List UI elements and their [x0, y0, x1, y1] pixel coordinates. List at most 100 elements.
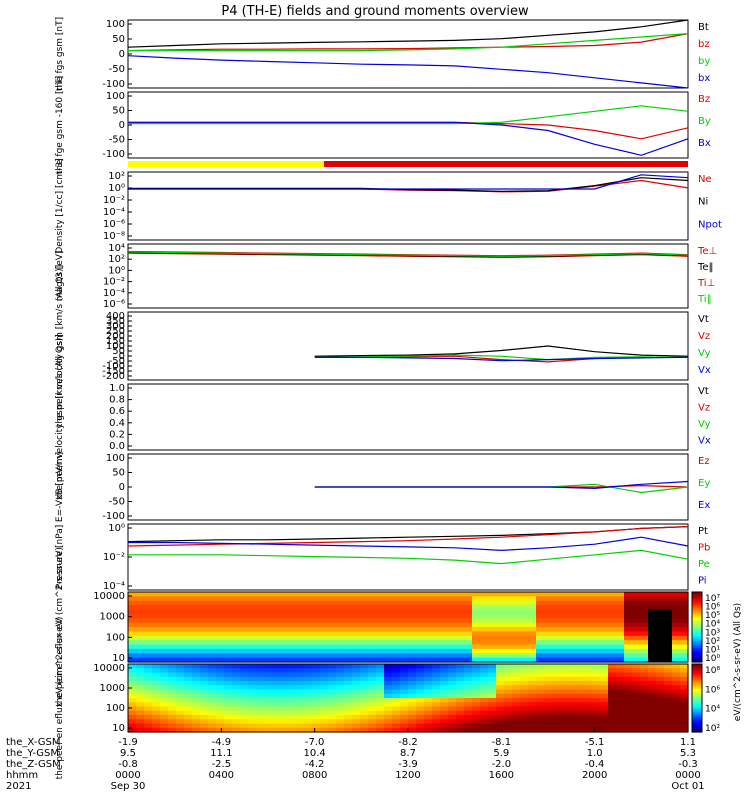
- spectrogram-cell: [408, 689, 417, 695]
- spectrogram-cell: [576, 706, 585, 712]
- spectrogram-cell: [192, 618, 201, 624]
- spectrogram-cell: [568, 635, 577, 641]
- spectrogram-cell: [272, 644, 281, 650]
- spectrogram-cell: [488, 644, 497, 650]
- spectrogram-cell: [224, 685, 233, 691]
- spectrogram-cell: [544, 640, 553, 646]
- spectrogram-cell: [584, 635, 593, 641]
- spectrogram-cell: [552, 672, 561, 678]
- spectrogram-cell: [488, 706, 497, 712]
- spectrogram-cell: [328, 592, 337, 597]
- spectrogram-cell: [584, 622, 593, 628]
- spectrogram-cell: [376, 627, 385, 632]
- spectrogram-cell: [336, 715, 345, 720]
- legend-entry: Vt: [698, 314, 709, 325]
- spectrogram-cell: [272, 702, 281, 708]
- spectrogram-cell: [568, 640, 577, 646]
- spectrogram-cell: [320, 689, 329, 695]
- colorbar-tick-label: 10⁷: [705, 594, 720, 604]
- spectrogram-cell: [368, 702, 377, 708]
- spectrogram-cell: [376, 631, 385, 637]
- spectrogram-cell: [576, 609, 585, 615]
- spectrogram-cell: [448, 723, 457, 729]
- spectrogram-cell: [240, 710, 249, 716]
- spectrogram-cell: [248, 653, 257, 659]
- spectrogram-cell: [296, 627, 305, 632]
- spectrogram-cell: [600, 706, 609, 712]
- spectrogram-cell: [344, 640, 353, 646]
- spectrogram-cell: [136, 685, 145, 691]
- spectrogram-cell: [184, 618, 193, 624]
- spectrogram-cell: [256, 668, 265, 674]
- mode-bar-segment: [128, 161, 324, 167]
- spectrogram-cell: [400, 596, 409, 602]
- spectrogram-cell: [448, 689, 457, 695]
- spectrogram-cell: [168, 600, 177, 606]
- spectrogram-cell: [208, 702, 217, 708]
- spectrogram-cell: [136, 644, 145, 650]
- spectrogram-cell: [152, 698, 161, 703]
- spectrogram-cell: [224, 693, 233, 699]
- spectrogram-cell: [152, 653, 161, 659]
- spectrogram-cell: [288, 698, 297, 703]
- spectrogram-cell: [544, 710, 553, 716]
- spectrogram-cell: [624, 631, 633, 637]
- spectrogram-cell: [464, 657, 473, 663]
- spectrogram-cell: [632, 685, 641, 691]
- spectrogram-cell: [480, 676, 489, 682]
- spectrogram-cell: [232, 702, 241, 708]
- spectrogram-cell: [520, 640, 529, 646]
- spectrogram-cell: [304, 644, 313, 650]
- spectrogram-cell: [136, 609, 145, 615]
- spectrogram-cell: [144, 596, 153, 602]
- spectrogram-cell: [648, 648, 657, 654]
- spectrogram-cell: [496, 727, 505, 733]
- colorbar-step: [692, 725, 702, 729]
- spectrogram-cell: [160, 613, 169, 619]
- spectrogram-cell: [640, 600, 649, 606]
- spectrogram-cell: [528, 600, 537, 606]
- spectrogram-cell: [584, 609, 593, 615]
- legend-entry: Vt: [698, 386, 709, 397]
- spectrogram-cell: [360, 664, 369, 669]
- panel-5: VtVzVyVx400350300250200150100500-50-100-…: [55, 265, 711, 427]
- spectrogram-cell: [352, 689, 361, 695]
- colorbar-step: [692, 631, 702, 635]
- spectrogram-cell: [432, 706, 441, 712]
- colorbar-step: [692, 624, 702, 628]
- spectrogram-cell: [464, 627, 473, 632]
- spectrogram-cell: [600, 618, 609, 624]
- spectrogram-cell: [256, 710, 265, 716]
- spectrogram-cell: [464, 676, 473, 682]
- spectrogram-cell: [176, 613, 185, 619]
- spectrogram-cell: [368, 664, 377, 669]
- spectrogram-cell: [272, 657, 281, 663]
- legend-entry: Te‖: [697, 262, 714, 273]
- spectrogram-cell: [576, 698, 585, 703]
- spectrogram-cell: [208, 600, 217, 606]
- spectrogram-cell: [296, 685, 305, 691]
- spectrogram-cell: [256, 640, 265, 646]
- spectrogram-cell: [184, 592, 193, 597]
- y-tick-label: 10000: [93, 591, 125, 602]
- spectrogram-cell: [152, 627, 161, 632]
- spectrogram-cell: [192, 596, 201, 602]
- spectrogram-cell: [584, 657, 593, 663]
- spectrogram-cell: [504, 627, 513, 632]
- spectrogram-cell: [632, 627, 641, 632]
- spectrogram-cell: [344, 706, 353, 712]
- spectrogram-cell: [616, 664, 625, 669]
- spectrogram-cell: [272, 622, 281, 628]
- spectrogram-cell: [376, 689, 385, 695]
- spectrogram-cell: [304, 719, 313, 725]
- spectrogram-cell: [472, 668, 481, 674]
- spectrogram-cell: [376, 693, 385, 699]
- spectrogram-cell: [192, 676, 201, 682]
- spectrogram-cell: [536, 627, 545, 632]
- spectrogram-cell: [200, 681, 209, 686]
- spectrogram-cell: [400, 719, 409, 725]
- spectrogram-cell: [232, 664, 241, 669]
- spectrogram-cell: [544, 648, 553, 654]
- spectrogram-cell: [600, 668, 609, 674]
- y-tick-label: 50: [112, 346, 125, 357]
